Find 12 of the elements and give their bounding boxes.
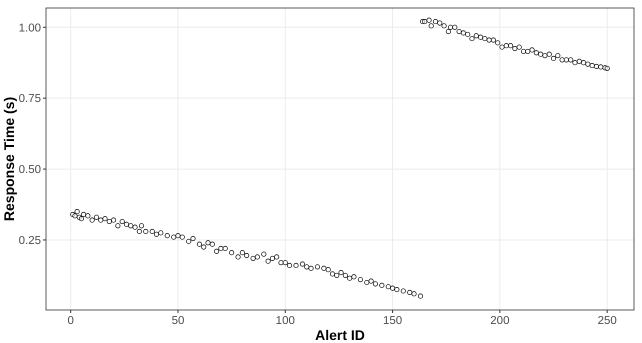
x-tick-label: 200 xyxy=(490,315,510,327)
y-tick-label: 0.75 xyxy=(18,93,41,106)
x-tick-label: 100 xyxy=(276,315,295,327)
x-axis-title: Alert ID xyxy=(315,327,365,343)
y-tick-label: 0.25 xyxy=(18,234,41,247)
y-tick-label: 1.00 xyxy=(18,22,41,34)
x-tick-label: 0 xyxy=(67,315,74,327)
x-tick-label: 50 xyxy=(172,315,184,327)
y-axis-title: Response Time (s) xyxy=(1,96,17,222)
x-tick-label: 250 xyxy=(598,315,617,327)
x-tick-label: 150 xyxy=(382,315,402,327)
y-tick-label: 0.50 xyxy=(18,164,41,176)
